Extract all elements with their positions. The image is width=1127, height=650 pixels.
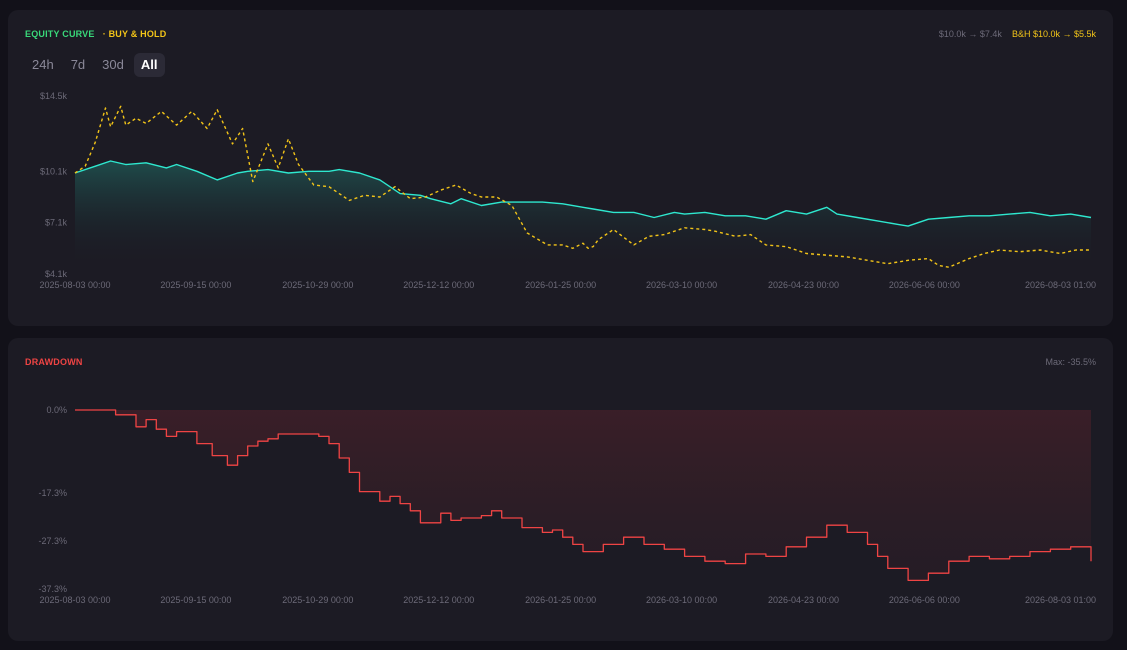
buy-hold-legend: · BUY & HOLD: [102, 29, 167, 39]
x-tick-label: 2026-01-25 00:00: [525, 595, 596, 605]
timeframe-tabs: 24h 7d 30d All: [25, 53, 165, 77]
tab-7d[interactable]: 7d: [70, 57, 86, 72]
drawdown-chart: 0.0% -17.3% -27.3% -37.3%2025-08-03 00:00 20…: [38, 405, 1096, 605]
series-area-fill: [75, 410, 1091, 581]
buy-hold-summary: B&H $10.0k → $5.5k: [1011, 29, 1096, 39]
x-tick-label: 2026-06-06 00:00: [889, 595, 960, 605]
strategy-summary: $10.0k → $7.4k: [938, 29, 1002, 39]
tab-24h[interactable]: 24h: [32, 57, 54, 72]
x-tick-label: 2026-03-10 00:00: [646, 595, 717, 605]
y-tick-label: $7.1k: [45, 218, 68, 228]
x-tick-label: 2026-04-23 00:00: [768, 280, 839, 290]
equity-curve-title: EQUITY CURVE: [25, 29, 95, 39]
equity-curve-panel: EQUITY CURVE · BUY & HOLD $10.0k → $7.4k…: [8, 10, 1113, 326]
x-tick-label: 2025-09-15 00:00: [160, 280, 231, 290]
x-tick-label: 2026-08-03 01:00: [1025, 595, 1096, 605]
x-tick-label: 2025-12-12 00:00: [403, 595, 474, 605]
y-tick-label: 0.0%: [46, 405, 67, 415]
x-tick-label: 2025-09-15 00:00: [160, 595, 231, 605]
x-tick-label: 2026-04-23 00:00: [768, 595, 839, 605]
x-tick-label: 2026-01-25 00:00: [525, 280, 596, 290]
y-tick-label: $14.5k: [40, 91, 68, 101]
y-tick-label: -27.3%: [38, 536, 67, 546]
x-tick-label: 2025-08-03 00:00: [39, 595, 110, 605]
x-tick-label: 2025-10-29 00:00: [282, 280, 353, 290]
drawdown-max: Max: -35.5%: [1045, 357, 1096, 367]
y-tick-label: -17.3%: [38, 488, 67, 498]
x-tick-label: 2026-06-06 00:00: [889, 280, 960, 290]
series-line-drawdown: [75, 409, 1092, 582]
x-tick-label: 2026-03-10 00:00: [646, 280, 717, 290]
tab-30d[interactable]: 30d: [102, 57, 124, 72]
drawdown-panel: DRAWDOWN Max: -35.5% 0.0% -17.3% -27.3% -37…: [8, 338, 1113, 641]
x-tick-label: 2025-10-29 00:00: [282, 595, 353, 605]
x-tick-label: 2026-08-03 01:00: [1025, 280, 1096, 290]
equity-chart-legend: EQUITY CURVE · BUY & HOLD: [25, 29, 166, 39]
series-line-equity-curve: [74, 160, 1092, 227]
series-line-buy-hold: [74, 105, 1091, 268]
x-tick-label: 2025-12-12 00:00: [403, 280, 474, 290]
x-tick-label: 2025-08-03 00:00: [39, 280, 110, 290]
drawdown-title: DRAWDOWN: [25, 357, 83, 367]
y-tick-label: $10.1k: [40, 166, 68, 176]
y-tick-label: -37.3%: [38, 584, 67, 594]
equity-summary: $10.0k → $7.4k B&H $10.0k → $5.5k: [939, 29, 1096, 39]
y-tick-label: $4.1k: [45, 269, 68, 279]
tab-all[interactable]: All: [133, 53, 165, 77]
